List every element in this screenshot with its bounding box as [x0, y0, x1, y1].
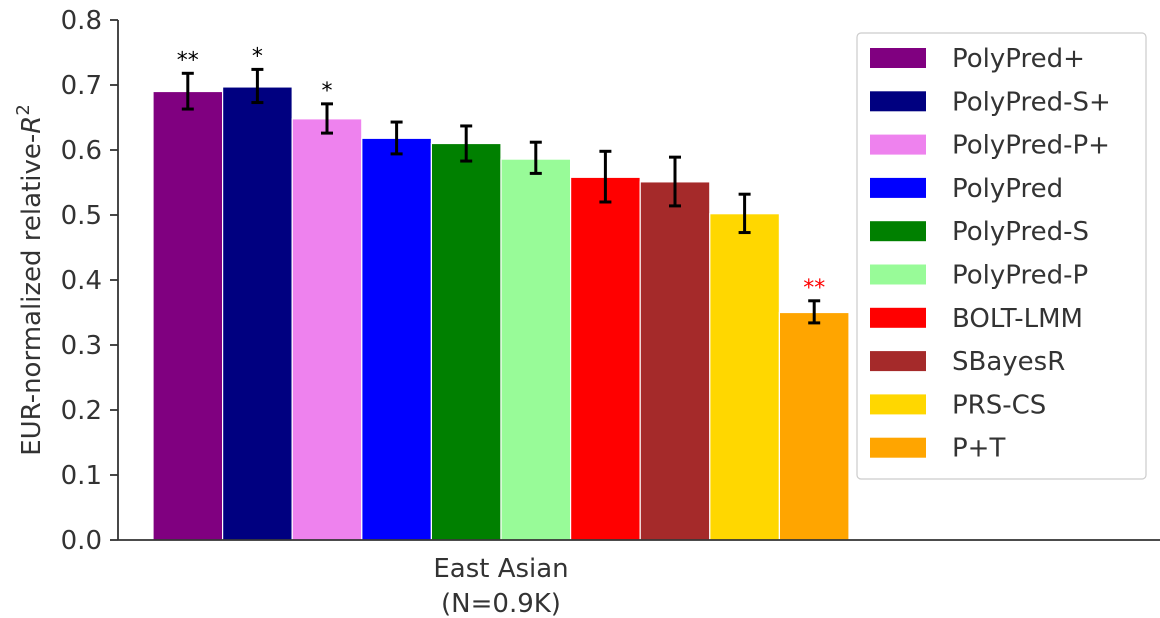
y-tick-label: 0.1: [61, 461, 102, 491]
legend-swatch: [870, 221, 926, 242]
legend-label: PolyPred-S+: [952, 87, 1111, 117]
y-tick-label: 0.7: [61, 71, 102, 101]
y-axis-label-variable: R: [17, 116, 47, 134]
bar: [430, 142, 502, 541]
legend-items: PolyPred+ PolyPred-S+ PolyPred-P+ PolyPred P…: [870, 44, 1111, 464]
legend-label: BOLT-LMM: [952, 304, 1083, 334]
significance-marker: *: [322, 79, 333, 104]
bar: [291, 118, 363, 541]
legend-label: PolyPred: [952, 174, 1063, 204]
legend-swatch: [870, 134, 926, 155]
legend-swatch: [870, 394, 926, 415]
legend-swatch: [870, 437, 926, 458]
significance-marker: *: [252, 44, 263, 69]
bar: [778, 311, 850, 541]
bar: [569, 176, 641, 541]
legend-label: PolyPred-P: [952, 261, 1088, 291]
y-tick-label: 0.2: [61, 396, 102, 426]
significance-marker: **: [177, 48, 199, 73]
x-tick-subcategory: (N=0.9K): [441, 589, 561, 618]
bar: [500, 158, 572, 541]
legend-swatch: [870, 91, 926, 112]
significance-marker: **: [803, 276, 825, 301]
bar: [639, 181, 711, 541]
legend-label: PolyPred-P+: [952, 131, 1110, 161]
bar: [709, 213, 780, 541]
y-axis-label-prefix: EUR-normalized relative-: [17, 134, 47, 456]
legend-swatch: [870, 48, 926, 68]
legend-frame: [856, 32, 1147, 480]
bar: [361, 137, 432, 541]
y-tick-label: 0.8: [61, 6, 102, 36]
y-tick-label: 0.5: [61, 201, 102, 231]
legend-label: PolyPred+: [952, 44, 1085, 74]
legend-swatch: [870, 177, 926, 198]
y-ticks-group: 0.0 0.1 0.2 0.3 0.4 0.5 0.6 0.7 0.8: [61, 6, 118, 556]
legend-label: PRS-CS: [952, 390, 1046, 420]
legend-swatch: [870, 351, 926, 372]
legend-label: PolyPred-S: [952, 217, 1089, 247]
legend: PolyPred+ PolyPred-S+ PolyPred-P+ PolyPred P…: [856, 32, 1147, 480]
bar: [222, 86, 293, 541]
legend-label: P+T: [952, 434, 1005, 464]
y-tick-label: 0.3: [61, 331, 102, 361]
bars-group: [152, 86, 850, 541]
x-tick-category: East Asian: [433, 554, 568, 584]
legend-swatch: [870, 264, 926, 285]
significance-markers-group: ** ****: [177, 44, 825, 300]
y-tick-label: 0.0: [61, 526, 102, 556]
legend-swatch: [870, 307, 926, 328]
bar: [152, 90, 224, 541]
y-tick-label: 0.6: [61, 136, 102, 166]
y-tick-label: 0.4: [61, 266, 102, 296]
y-axis-label-exponent: 2: [13, 104, 34, 115]
error-bars-group: [181, 67, 821, 325]
y-axis-label: EUR-normalized relative-R2: [13, 104, 47, 456]
legend-label: SBayesR: [952, 347, 1065, 377]
